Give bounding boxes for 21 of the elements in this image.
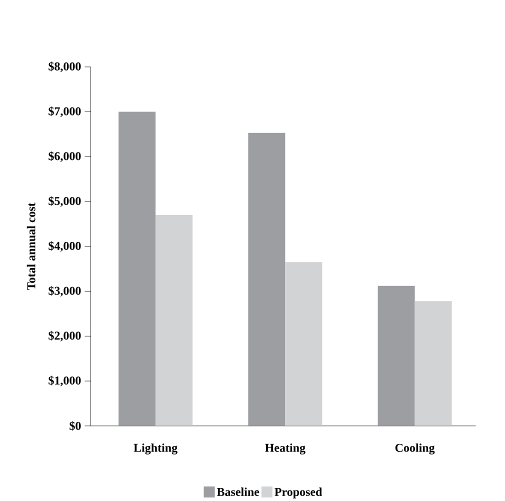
y-tick-label: $5,000 xyxy=(48,196,81,207)
y-tick-label: $3,000 xyxy=(48,286,81,296)
y-tick-label: $6,000 xyxy=(48,151,81,162)
bar xyxy=(156,214,193,426)
y-tick-label: $4,000 xyxy=(48,240,81,252)
y-axis-title: Total annual cost xyxy=(26,202,36,290)
bar xyxy=(248,132,286,426)
y-tick-label: $7,000 xyxy=(48,106,81,117)
bar xyxy=(285,262,322,426)
y-tick-label: $0 xyxy=(70,420,81,431)
x-tick-label: Cooling xyxy=(395,443,435,454)
legend-label: Proposed xyxy=(274,487,322,498)
bar xyxy=(118,112,156,426)
y-tick-label: $8,000 xyxy=(48,61,81,72)
y-tick-label: $2,000 xyxy=(48,330,81,342)
x-tick-label: Heating xyxy=(265,443,306,454)
y-tick-label: $1,000 xyxy=(48,376,81,386)
legend-label: Baseline xyxy=(216,487,260,496)
bar xyxy=(378,286,415,426)
x-tick-label: Lighting xyxy=(134,443,178,454)
bar xyxy=(414,300,452,426)
